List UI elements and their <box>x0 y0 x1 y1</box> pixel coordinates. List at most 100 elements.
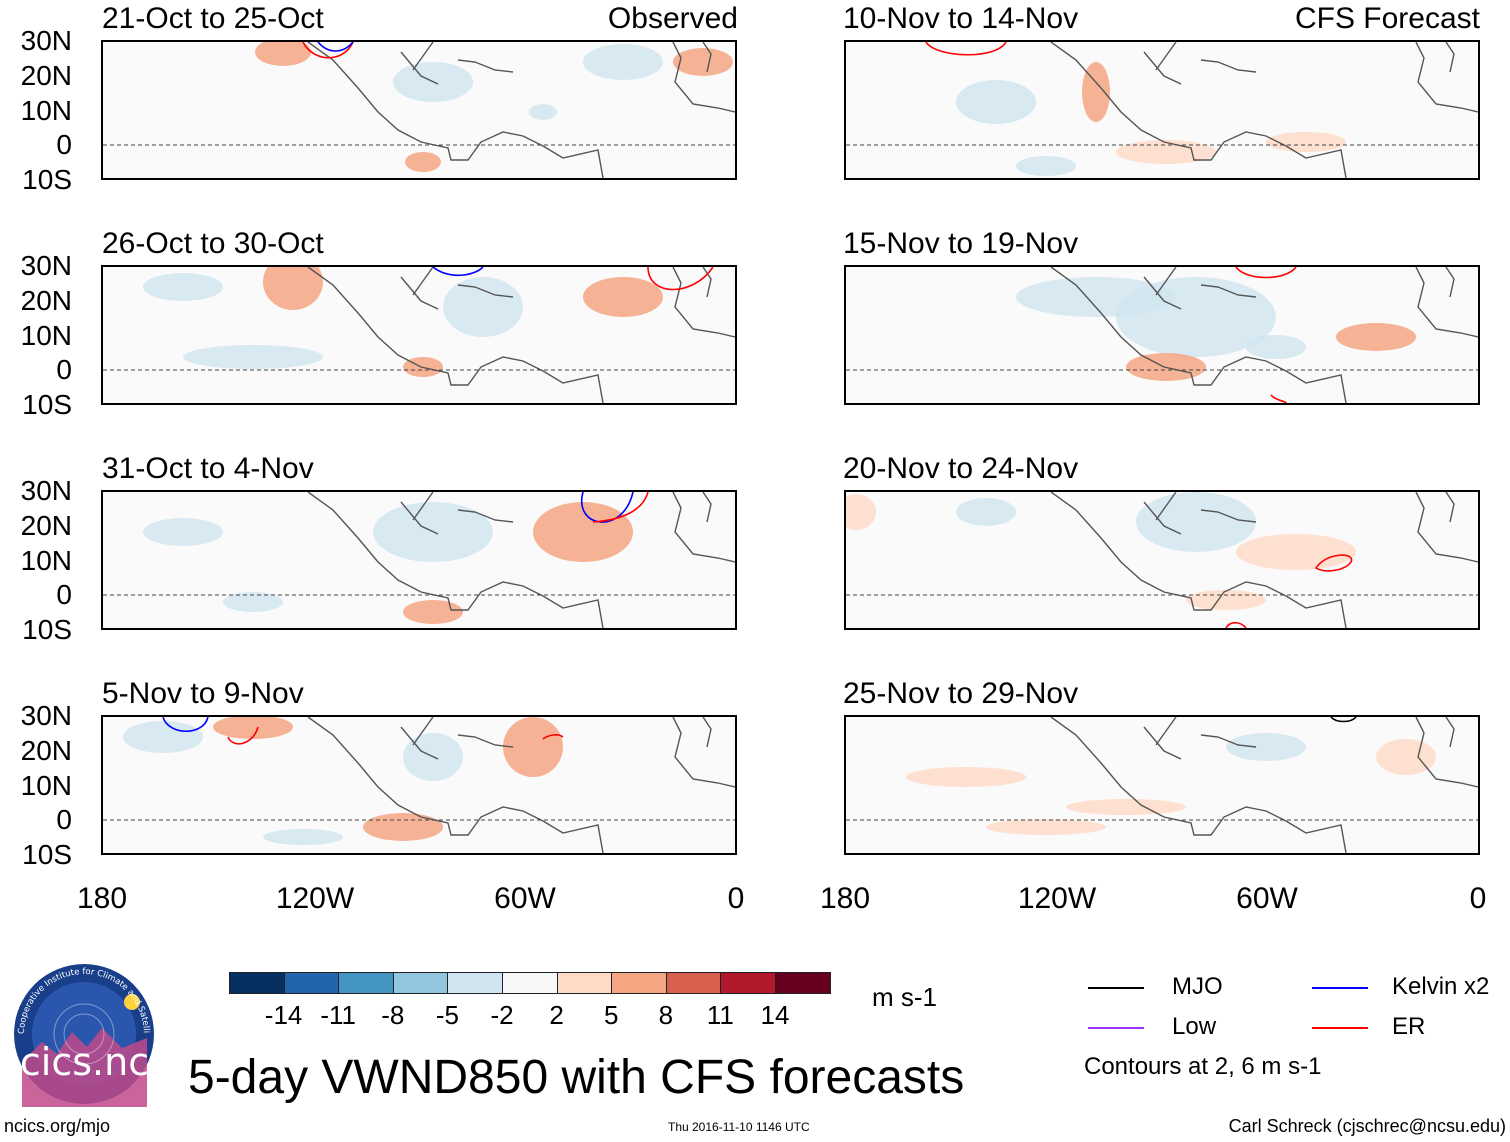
lat-label-30n: 30N <box>20 250 72 281</box>
wind-anomaly-shading <box>1336 323 1416 351</box>
coastline <box>307 717 604 853</box>
coastline <box>307 492 604 628</box>
colorbar-swatch <box>283 972 340 994</box>
colorbar-swatch <box>229 972 285 994</box>
wind-anomaly-shading <box>123 721 203 753</box>
colorbar-tick-label: -11 <box>320 1000 357 1030</box>
lon-label-180: 180 <box>819 882 871 915</box>
coastline <box>1155 717 1177 746</box>
wave-contour <box>317 42 354 52</box>
wave-contour <box>1330 717 1357 723</box>
wind-anomaly-shading <box>443 277 523 337</box>
legend-label-kelvin: Kelvin x2 <box>1392 973 1490 1000</box>
lat-label-10n: 10N <box>20 320 72 351</box>
map-panel-3 <box>101 265 737 405</box>
colorbar-tick-label: -14 <box>264 1000 303 1030</box>
coastline <box>400 51 439 85</box>
panel-tag-cfs-forecast: CFS Forecast <box>1294 2 1480 35</box>
wind-anomaly-shading <box>529 104 557 120</box>
wind-anomaly-shading <box>986 819 1106 835</box>
lat-label-10s: 10S <box>22 614 72 645</box>
coastline <box>400 501 439 535</box>
coastline <box>672 267 735 338</box>
wave-contour <box>925 42 1007 56</box>
lat-label-20n: 20N <box>20 510 72 541</box>
logo-text: cics.nc <box>19 1040 150 1084</box>
coastline <box>672 42 735 113</box>
wave-contour <box>542 734 564 740</box>
coastline <box>400 276 439 310</box>
colorbar-swatch <box>556 972 613 994</box>
wind-anomaly-shading <box>405 152 441 172</box>
wind-anomaly-shading <box>583 44 663 80</box>
map-canvas <box>846 42 1478 178</box>
map-canvas <box>103 267 735 403</box>
wind-anomaly-shading <box>1186 590 1266 610</box>
coastline <box>457 509 514 523</box>
wave-contour <box>302 42 354 59</box>
lat-label-10n: 10N <box>20 95 72 126</box>
wind-anomaly-shading <box>1226 733 1306 761</box>
coastline <box>702 492 712 523</box>
lat-label-20n: 20N <box>20 60 72 91</box>
map-canvas <box>846 492 1478 628</box>
lat-label-30n: 30N <box>20 700 72 731</box>
coastline <box>400 726 439 760</box>
map-canvas <box>103 492 735 628</box>
colorbar-tick-label: 14 <box>760 1000 790 1030</box>
coastline <box>457 59 514 73</box>
lat-label-0: 0 <box>56 129 72 160</box>
map-canvas <box>103 42 735 178</box>
coastline <box>1143 501 1182 535</box>
panel-title-4: 15-Nov to 19-Nov <box>843 227 1079 260</box>
coastline <box>307 267 604 403</box>
wind-anomaly-shading <box>1066 799 1186 815</box>
cics-logo: Cooperative Institute for Climate and Sa… <box>9 955 157 1107</box>
wave-contour <box>1225 621 1247 628</box>
lat-label-20n: 20N <box>20 735 72 766</box>
lat-label-10s: 10S <box>22 389 72 420</box>
colorbar-tick-label: -8 <box>381 1000 405 1030</box>
legend-line-er <box>1312 1027 1368 1029</box>
coastline <box>1143 726 1182 760</box>
coastline <box>1200 734 1257 748</box>
coastline <box>1155 492 1177 521</box>
wave-contour <box>1314 554 1353 572</box>
colorbar-swatch <box>447 972 503 994</box>
wave-contour <box>1235 267 1297 279</box>
wave-contour <box>1270 394 1287 403</box>
map-panel-4 <box>844 265 1480 405</box>
colorbar-tick-label: -5 <box>435 1000 459 1030</box>
coastline <box>672 717 735 788</box>
wind-anomaly-shading <box>1016 277 1176 317</box>
panel-title-7: 5-Nov to 9-Nov <box>102 677 304 710</box>
map-panel-5 <box>101 490 737 630</box>
coastline <box>412 717 434 746</box>
panel-title-5: 31-Oct to 4-Nov <box>102 452 314 485</box>
lat-label-10s: 10S <box>22 164 72 195</box>
coastline <box>457 734 514 748</box>
coastline <box>1415 42 1478 113</box>
panel-tag-observed: Observed <box>607 2 738 35</box>
map-panel-7 <box>101 715 737 855</box>
legend-label-er: ER <box>1392 1013 1426 1040</box>
wind-anomaly-shading <box>503 717 563 777</box>
wind-anomaly-shading <box>1376 739 1436 775</box>
main-title: 5-day VWND850 with CFS forecasts <box>188 1051 965 1104</box>
coastline <box>1415 717 1478 788</box>
colorbar-swatch <box>775 972 831 994</box>
coastline <box>307 42 604 178</box>
colorbar-units: m s-1 <box>872 982 937 1012</box>
map-panel-1 <box>101 40 737 180</box>
lon-label-0: 0 <box>727 882 745 915</box>
colorbar-swatch <box>338 972 394 994</box>
wave-contour <box>432 267 484 277</box>
lat-label-20n: 20N <box>20 285 72 316</box>
coastline <box>1155 42 1177 71</box>
coastline <box>1445 267 1455 298</box>
footer-url: ncics.org/mjo <box>4 1116 111 1136</box>
wind-anomaly-shading <box>143 273 223 301</box>
panel-title-1: 21-Oct to 25-Oct <box>102 2 324 35</box>
coastline <box>412 267 434 296</box>
colorbar-swatch <box>611 972 667 994</box>
